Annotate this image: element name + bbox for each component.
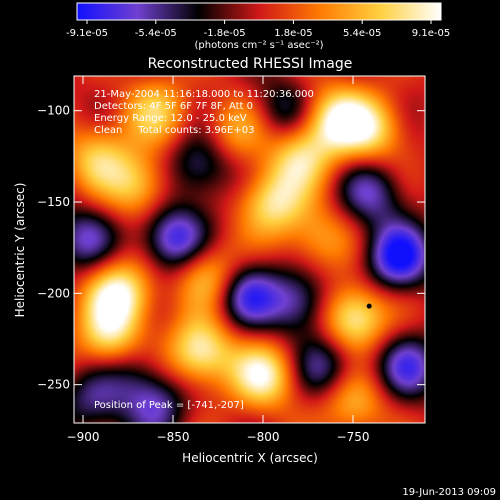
peak-marker	[366, 303, 372, 309]
footer-timestamp: 19-Jun-2013 09:09	[402, 487, 496, 498]
chart-title: Reconstructed RHESSI Image	[148, 56, 353, 72]
x-axis: −900 −850 −800 −750	[67, 76, 370, 444]
time-range-text: 21-May-2004 11:16:18.000 to 11:20:36.000	[94, 89, 314, 100]
detectors-text: Detectors: 4F 5F 6F 7F 8F, Att 0	[94, 101, 253, 112]
x-tick-label: −850	[157, 430, 190, 444]
colorbar-tick-label: 1.8e-05	[274, 28, 312, 39]
x-tick-label: −900	[67, 430, 100, 444]
y-tick-label: −200	[37, 286, 70, 300]
colorbar-tick-label: 5.4e-05	[343, 28, 381, 39]
y-tick-label: −250	[37, 378, 70, 392]
colorbar: -9.1e-05 -5.4e-05 -1.8e-05 1.8e-05 5.4e-05 9.…	[66, 2, 450, 51]
x-axis-label: Heliocentric X (arcsec)	[182, 451, 318, 465]
plot-frame	[73, 75, 426, 424]
heatmap-image	[74, 76, 425, 423]
colorbar-unit-label: (photons cm⁻² s⁻¹ asec⁻²)	[194, 40, 323, 51]
y-tick-label: −100	[37, 104, 70, 118]
y-axis-label: Heliocentric Y (arcsec)	[13, 183, 27, 318]
colorbar-tick-label: 9.1e-05	[412, 28, 450, 39]
peak-position-text: Position of Peak = [-741,-207]	[94, 400, 244, 411]
colorbar-tick-label: -5.4e-05	[135, 28, 177, 39]
x-tick-label: −750	[337, 430, 370, 444]
annotations: 21-May-2004 11:16:18.000 to 11:20:36.000…	[94, 89, 314, 411]
y-axis: −100 −150 −200 −250	[37, 104, 425, 392]
colorbar-ticks: -9.1e-05 -5.4e-05 -1.8e-05 1.8e-05 5.4e-05 9.…	[66, 20, 450, 39]
x-tick-label: −800	[247, 430, 280, 444]
energy-range-text: Energy Range: 12.0 - 25.0 keV	[94, 113, 247, 124]
colorbar-tick-label: -1.8e-05	[204, 28, 246, 39]
colorbar-bar	[76, 2, 442, 21]
y-tick-label: −150	[37, 195, 70, 209]
clean-counts-text: Clean Total counts: 3.96E+03	[94, 125, 254, 136]
plot-area: −900 −850 −800 −750 −100 −150 −200 −250	[37, 75, 426, 444]
colorbar-tick-label: -9.1e-05	[66, 28, 108, 39]
